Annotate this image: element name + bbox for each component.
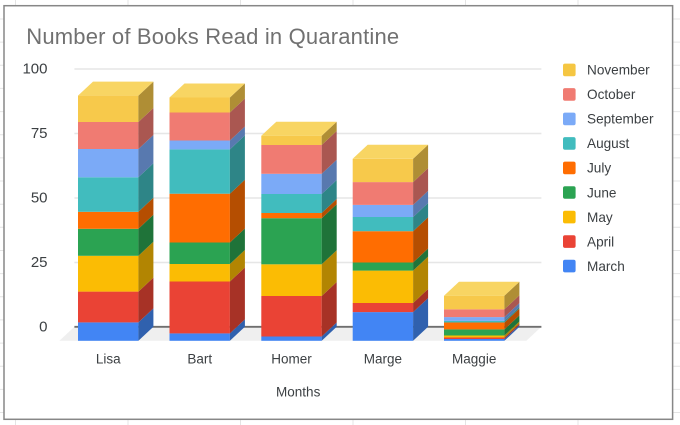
svg-text:September: September <box>587 112 654 127</box>
svg-text:Number of Books Read in Quaran: Number of Books Read in Quarantine <box>26 24 399 49</box>
svg-text:25: 25 <box>31 254 48 271</box>
svg-text:Months: Months <box>276 384 321 399</box>
svg-text:Marge: Marge <box>364 351 402 366</box>
svg-text:April: April <box>587 234 614 249</box>
svg-text:75: 75 <box>31 125 48 142</box>
svg-text:Homer: Homer <box>271 351 312 366</box>
svg-text:100: 100 <box>22 61 47 78</box>
svg-text:0: 0 <box>39 318 47 335</box>
svg-text:50: 50 <box>31 190 48 207</box>
svg-text:November: November <box>587 63 650 78</box>
svg-text:Maggie: Maggie <box>452 351 496 366</box>
svg-text:June: June <box>587 185 616 200</box>
svg-text:March: March <box>587 259 625 274</box>
svg-text:Bart: Bart <box>187 351 212 366</box>
svg-text:May: May <box>587 210 613 225</box>
svg-text:October: October <box>587 87 636 102</box>
svg-text:August: August <box>587 136 630 151</box>
svg-text:July: July <box>587 161 611 176</box>
svg-text:Lisa: Lisa <box>96 351 121 366</box>
